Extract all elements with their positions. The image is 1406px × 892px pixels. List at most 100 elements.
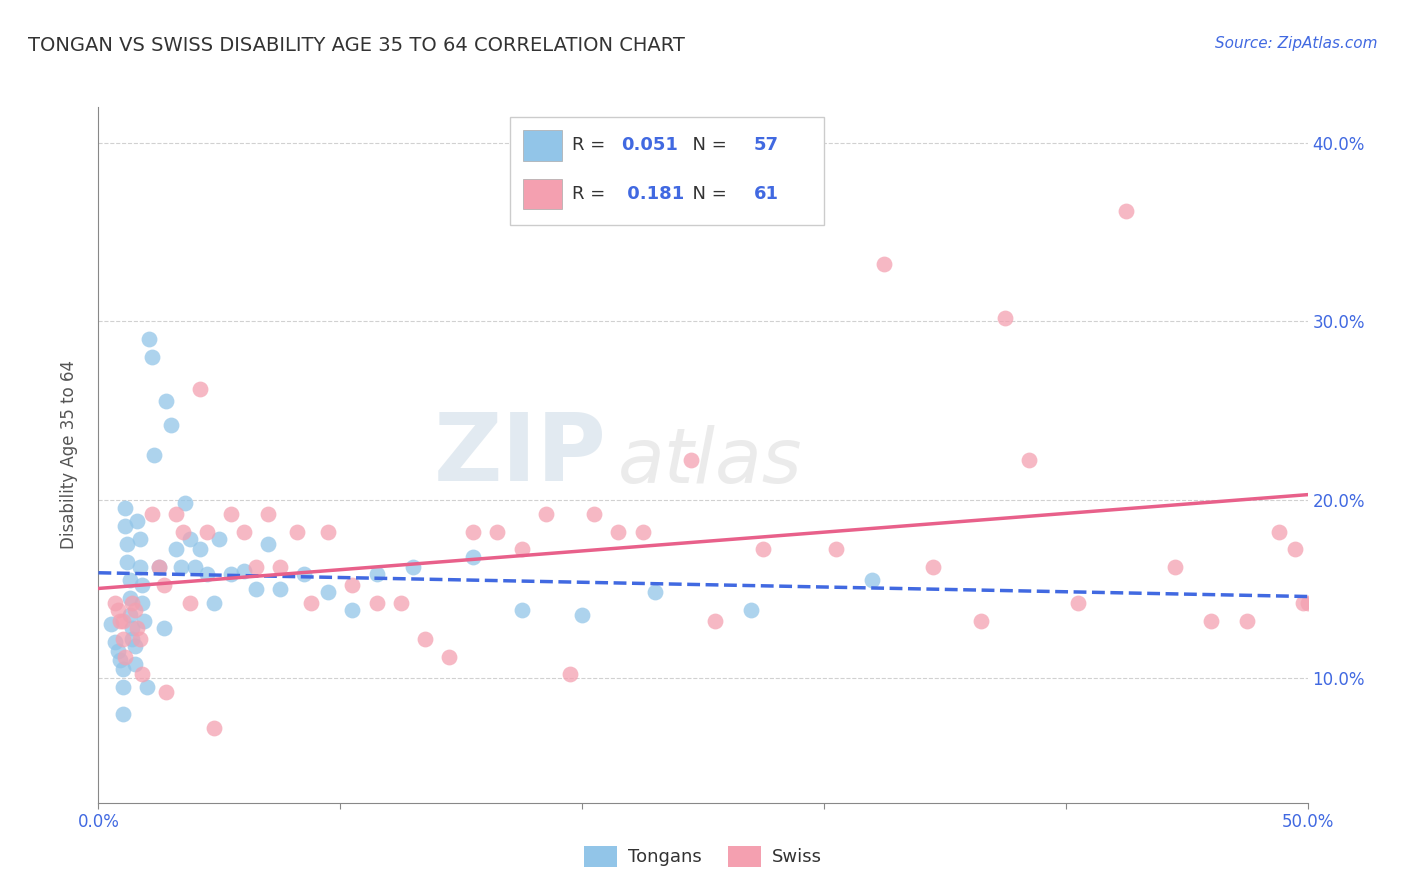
Text: ZIP: ZIP: [433, 409, 606, 501]
Point: [165, 507, 187, 521]
Point: [131, 667, 153, 681]
Text: TONGAN VS SWISS DISABILITY AGE 35 TO 64 CORRELATION CHART: TONGAN VS SWISS DISABILITY AGE 35 TO 64 …: [28, 36, 685, 54]
Text: atlas: atlas: [619, 425, 803, 499]
Point: [873, 257, 896, 271]
Point: [366, 567, 388, 582]
Point: [121, 632, 143, 646]
Point: [131, 578, 153, 592]
Point: [994, 310, 1017, 325]
Point: [195, 524, 218, 539]
Point: [111, 632, 134, 646]
Point: [143, 448, 166, 462]
Point: [245, 560, 267, 574]
Point: [921, 560, 943, 574]
Point: [148, 560, 170, 574]
Point: [179, 532, 201, 546]
Point: [118, 591, 141, 605]
Point: [155, 394, 177, 409]
Point: [1296, 596, 1319, 610]
Point: [152, 578, 174, 592]
Point: [104, 596, 127, 610]
Point: [114, 519, 136, 533]
Point: [124, 657, 146, 671]
Point: [117, 537, 139, 551]
Point: [169, 560, 191, 574]
Point: [108, 614, 131, 628]
Text: 0.181: 0.181: [621, 185, 685, 203]
Point: [232, 564, 254, 578]
Point: [127, 514, 149, 528]
Text: 0.051: 0.051: [621, 136, 678, 154]
Text: 61: 61: [754, 185, 779, 203]
Point: [269, 560, 291, 574]
Point: [174, 496, 197, 510]
Point: [117, 555, 139, 569]
Point: [114, 649, 136, 664]
Point: [299, 596, 322, 610]
Point: [1292, 596, 1315, 610]
Point: [1163, 560, 1185, 574]
Point: [316, 585, 339, 599]
Point: [534, 507, 557, 521]
Point: [245, 582, 267, 596]
Point: [402, 560, 425, 574]
Point: [204, 596, 226, 610]
Point: [1199, 614, 1222, 628]
Text: 57: 57: [754, 136, 779, 154]
Point: [752, 542, 775, 557]
Legend: Tongans, Swiss: Tongans, Swiss: [576, 838, 830, 874]
Point: [510, 542, 533, 557]
Point: [1284, 542, 1306, 557]
Point: [121, 596, 143, 610]
Point: [679, 453, 702, 467]
Point: [1067, 596, 1090, 610]
Point: [644, 585, 666, 599]
FancyBboxPatch shape: [523, 130, 561, 161]
Point: [1236, 614, 1258, 628]
Point: [437, 649, 460, 664]
Y-axis label: Disability Age 35 to 64: Disability Age 35 to 64: [59, 360, 77, 549]
Point: [152, 621, 174, 635]
Point: [631, 524, 654, 539]
Point: [111, 680, 134, 694]
Point: [135, 680, 157, 694]
Point: [128, 632, 150, 646]
FancyBboxPatch shape: [523, 178, 561, 210]
Point: [256, 537, 278, 551]
Point: [285, 524, 308, 539]
Point: [114, 501, 136, 516]
Point: [107, 603, 129, 617]
Point: [121, 621, 143, 635]
Point: [107, 644, 129, 658]
Point: [463, 549, 485, 564]
Point: [825, 542, 848, 557]
Point: [148, 560, 170, 574]
Point: [172, 524, 194, 539]
Point: [111, 662, 134, 676]
Point: [704, 614, 727, 628]
Point: [571, 608, 593, 623]
Point: [138, 332, 160, 346]
Point: [124, 603, 146, 617]
Point: [342, 578, 364, 592]
Point: [188, 542, 211, 557]
Point: [208, 532, 231, 546]
Point: [1267, 524, 1289, 539]
Point: [970, 614, 993, 628]
Point: [256, 507, 278, 521]
Point: [118, 573, 141, 587]
Point: [184, 560, 207, 574]
Point: [100, 617, 122, 632]
Point: [128, 560, 150, 574]
Point: [188, 382, 211, 396]
Point: [111, 614, 134, 628]
Point: [124, 639, 146, 653]
FancyBboxPatch shape: [509, 118, 824, 226]
Point: [510, 603, 533, 617]
Text: R =: R =: [572, 136, 612, 154]
Point: [179, 596, 201, 610]
Point: [232, 524, 254, 539]
Point: [316, 524, 339, 539]
Point: [463, 524, 485, 539]
Point: [108, 653, 131, 667]
